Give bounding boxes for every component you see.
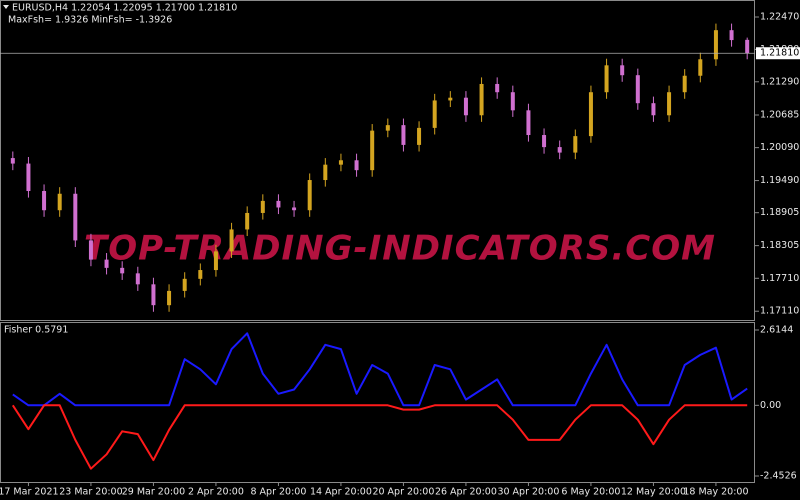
symbol-icon (3, 5, 9, 9)
x-tick-label: 8 Apr 20:00 (250, 487, 306, 498)
x-tick-label: 20 Apr 20:00 (372, 487, 434, 498)
y-tick-label: 1.18305 (760, 240, 799, 251)
y-tick-label: 1.19490 (760, 175, 799, 186)
y-tick-label: 1.17710 (760, 273, 799, 284)
y-tick-label: 2.6144 (760, 324, 793, 335)
x-tick-label: 12 May 20:00 (621, 487, 686, 498)
x-tick-label: 18 May 20:00 (683, 487, 748, 498)
indicator-line (11, 404, 748, 470)
x-tick-label: 6 May 20:00 (561, 487, 620, 498)
x-tick-label: 23 Mar 20:00 (59, 487, 122, 498)
x-tick-label: 2 Apr 20:00 (188, 487, 244, 498)
watermark: TOP-TRADING-INDICATORS.COM (84, 229, 716, 269)
x-tick-label: 29 Mar 20:00 (122, 487, 185, 498)
x-tick-label: 14 Apr 20:00 (310, 487, 372, 498)
indicator-line (12, 332, 748, 407)
y-tick-label: 1.17110 (760, 306, 799, 317)
last-price-box (756, 47, 800, 60)
y-tick-label: 1.20685 (760, 109, 799, 120)
y-tick-label: 1.21290 (760, 76, 799, 87)
y-tick-label: -2.4526 (760, 470, 797, 481)
y-tick-label: 1.22470 (760, 12, 799, 23)
chart-title: EURUSD,H4 1.22054 1.22095 1.21700 1.2181… (12, 3, 237, 14)
y-tick-label: 1.18905 (760, 207, 799, 218)
indicator-panel-frame (0, 322, 755, 483)
x-tick-label: 26 Apr 20:00 (435, 487, 497, 498)
x-tick-label: 30 Apr 20:00 (497, 487, 559, 498)
last-price-label: 1.21810 (760, 48, 799, 59)
y-tick-label: 0.00 (760, 400, 781, 411)
price-panel-frame (0, 0, 755, 321)
chart-subtitle: MaxFsh= 1.9326 MinFsh= -1.3926 (8, 15, 172, 26)
y-tick-label: 1.20090 (760, 142, 799, 153)
indicator-title: Fisher 0.5791 (4, 325, 68, 336)
x-tick-label: 17 Mar 2021 (0, 487, 59, 498)
